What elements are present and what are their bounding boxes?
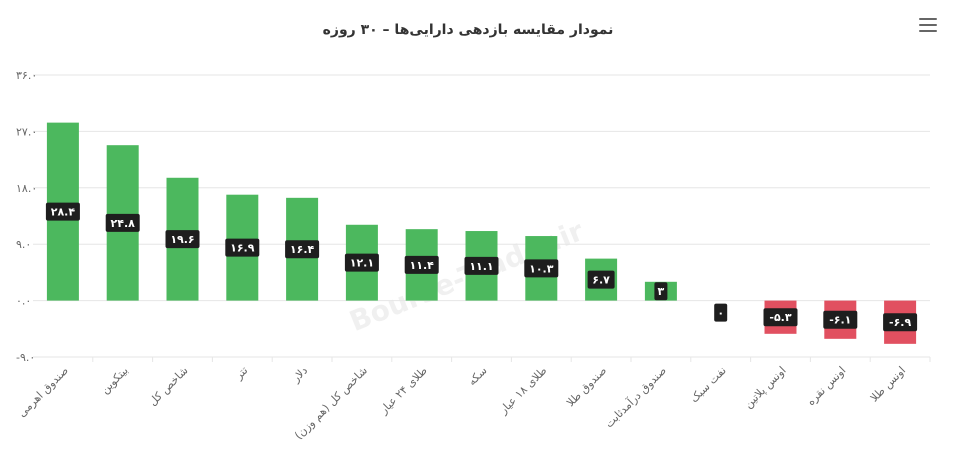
data-label-bg xyxy=(464,256,499,275)
data-label: -۵.۳ xyxy=(763,308,798,327)
y-tick-label: -۹.۰ xyxy=(16,351,35,364)
data-label-text: ۶.۷ xyxy=(592,274,610,287)
y-tick-label: ۹.۰ xyxy=(16,238,31,251)
menu-line xyxy=(919,18,937,20)
data-label: ۱۶.۹ xyxy=(225,238,260,257)
data-label-text: ۱۹.۶ xyxy=(170,233,194,246)
data-label: ۱۹.۶ xyxy=(165,230,200,249)
data-label-text: ۱۶.۴ xyxy=(290,243,315,256)
category-label: صندوق اهرمی xyxy=(15,364,71,420)
category-label: صندوق درآمدثابت xyxy=(602,363,669,430)
data-label-bg xyxy=(654,282,668,301)
y-tick-label: ۱۸.۰ xyxy=(16,182,37,195)
data-label-text: ۲۸.۴ xyxy=(51,206,76,219)
data-label-text: ۱۲.۱ xyxy=(350,257,374,270)
category-label: اونس طلا xyxy=(868,364,909,405)
data-label-text: -۶.۹ xyxy=(889,316,911,329)
chart-title: نمودار مقایسه بازدهی دارایی‌ها – ۳۰ روزه xyxy=(323,22,614,38)
data-label-text: ۳ xyxy=(658,285,665,298)
menu-line xyxy=(919,30,937,32)
category-label: اونس پلاتین xyxy=(742,364,789,411)
data-label-bg xyxy=(344,253,379,272)
category-label: شاخص کل xyxy=(146,364,190,408)
data-label-text: -۶.۱ xyxy=(829,314,851,327)
data-label-bg xyxy=(587,270,615,289)
data-label-text: ۲۴.۸ xyxy=(111,217,136,230)
category-label: طلای ۲۴ عیار xyxy=(377,364,430,417)
data-label-text: ۱۱.۱ xyxy=(469,260,493,273)
data-label: ۳ xyxy=(654,282,668,301)
data-label: ۱۶.۴ xyxy=(285,240,320,259)
data-label: ۱۱.۱ xyxy=(464,256,499,275)
data-label: ۰ xyxy=(714,303,728,322)
data-label: ۲۴.۸ xyxy=(105,213,140,232)
data-label-bg xyxy=(823,310,858,329)
y-tick-label: ۳۶.۰ xyxy=(16,69,37,82)
data-label-text: ۰ xyxy=(717,307,724,320)
data-label: -۶.۱ xyxy=(823,310,858,329)
data-label-bg xyxy=(763,308,798,327)
data-label-bg xyxy=(883,313,918,332)
data-label-bg xyxy=(285,240,320,259)
hamburger-menu-icon[interactable] xyxy=(919,18,937,32)
category-label: اونس نقره xyxy=(804,364,848,408)
data-label: ۶.۷ xyxy=(587,270,615,289)
data-label-text: ۱۶.۹ xyxy=(230,242,255,255)
data-label: ۲۸.۴ xyxy=(45,202,80,221)
data-label-text: ۱۱.۴ xyxy=(410,259,435,272)
category-label: سکه xyxy=(465,364,489,388)
category-label: طلای ۱۸ عیار xyxy=(496,364,549,417)
category-label: صندوق طلا xyxy=(564,364,609,409)
category-label: نفت سبک xyxy=(688,364,729,405)
data-label-bg xyxy=(404,255,439,274)
category-label: بیتکوین xyxy=(98,364,130,396)
data-label-bg xyxy=(45,202,80,221)
data-label-text: -۵.۳ xyxy=(769,311,791,324)
category-label: تتر xyxy=(232,364,251,383)
y-tick-label: ۲۷.۰ xyxy=(16,125,37,138)
data-label: ۱۰.۳ xyxy=(524,259,559,278)
y-tick-label: ۰.۰ xyxy=(16,295,31,308)
data-label: ۱۲.۱ xyxy=(344,253,379,272)
data-label: ۱۱.۴ xyxy=(404,255,439,274)
data-label-bg xyxy=(524,259,559,278)
menu-line xyxy=(919,24,937,26)
category-label: دلار xyxy=(289,364,311,386)
data-label: -۶.۹ xyxy=(883,313,918,332)
data-label-bg xyxy=(225,238,260,257)
data-label-text: ۱۰.۳ xyxy=(529,262,554,275)
data-label-bg xyxy=(165,230,200,249)
data-label-bg xyxy=(105,213,140,232)
data-label-bg xyxy=(714,303,728,322)
